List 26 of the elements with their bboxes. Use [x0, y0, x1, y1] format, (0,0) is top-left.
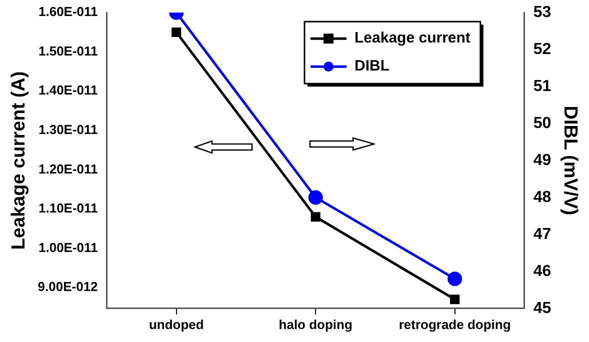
y-axis-title: Leakage current (A)	[8, 71, 30, 250]
y-tick-label: 1.50E-011	[38, 43, 98, 58]
y-tick-label: 1.30E-011	[38, 122, 98, 138]
y-tick-label: 1.10E-011	[38, 200, 98, 216]
y2-tick-label: 45	[533, 300, 552, 317]
legend-label: Leakage current	[354, 30, 470, 47]
y2-tick-label: 50	[533, 114, 552, 132]
x-tick-label: undoped	[148, 316, 204, 332]
y-tick-label: 1.60E-011	[38, 4, 98, 20]
y2-tick-label: 53	[533, 4, 552, 22]
y2-tick-label: 51	[533, 78, 552, 95]
y2-tick-label: 48	[533, 188, 552, 206]
y2-axis-title: DIBL (mV/V)	[559, 106, 580, 216]
y2-tick-label: 47	[533, 226, 552, 243]
y2-tick-label: 46	[533, 262, 552, 280]
x-tick-label: halo doping	[278, 316, 352, 332]
x-tick-label: retrograde doping	[398, 316, 511, 332]
point	[308, 190, 323, 205]
legend-label: DIBL	[354, 58, 390, 75]
y-tick-label: 1.00E-011	[38, 240, 98, 255]
y2-tick-label: 49	[533, 152, 552, 169]
y-tick-label: 1.20E-011	[38, 161, 98, 176]
y-tick-label: 1.40E-011	[38, 82, 98, 98]
point	[448, 272, 462, 286]
y2-tick-label: 52	[533, 40, 552, 58]
y-tick-label: 9.00E-012	[38, 279, 98, 294]
